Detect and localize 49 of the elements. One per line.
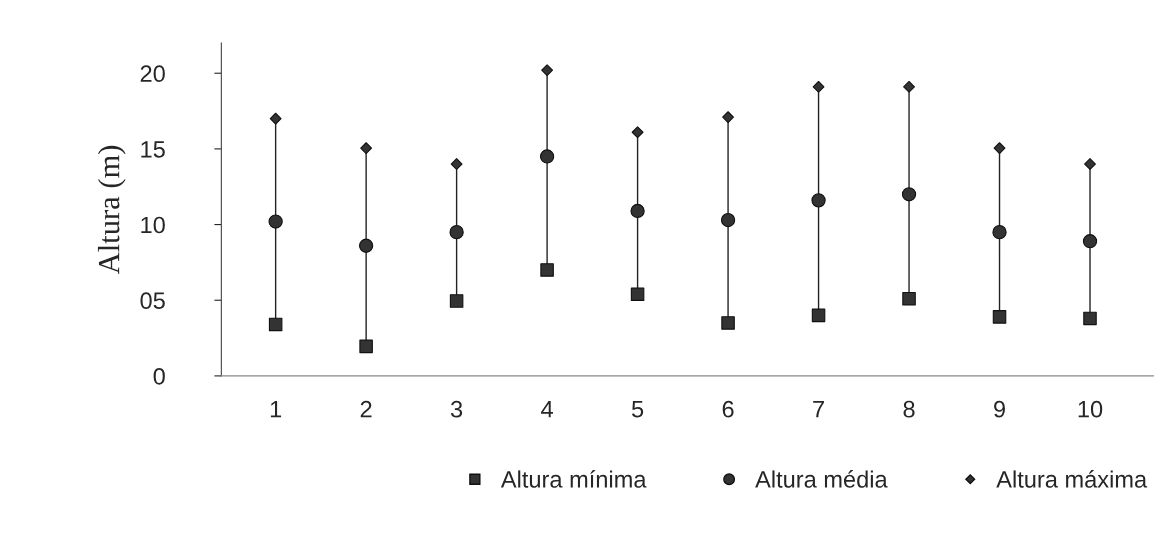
- point: [902, 291, 916, 306]
- point: [630, 203, 645, 219]
- point: [541, 64, 554, 77]
- y-tick-label: 20: [140, 65, 165, 83]
- point: [360, 142, 373, 155]
- point: [811, 308, 826, 323]
- point: [1082, 234, 1098, 249]
- y-tick-label: 10: [141, 216, 165, 234]
- point: [540, 263, 554, 277]
- point: [903, 80, 915, 93]
- point: [720, 212, 736, 228]
- legend-label: Altura média: [755, 470, 888, 488]
- legend-label: Altura máxima: [996, 470, 1148, 488]
- y-tick-label: 0: [153, 367, 165, 385]
- x-tick-label: 10: [1078, 400, 1103, 418]
- point: [268, 214, 283, 229]
- legend-label: Altura mínima: [500, 470, 647, 488]
- x-tick-label: 3: [450, 400, 463, 418]
- x-tick-label: 2: [360, 400, 372, 418]
- y-tick-label: 15: [141, 141, 165, 158]
- point: [722, 111, 735, 124]
- point: [811, 193, 826, 208]
- point: [268, 317, 283, 332]
- point: [993, 142, 1006, 155]
- x-tick-label: 9: [994, 400, 1005, 418]
- point: [1083, 311, 1097, 326]
- x-tick-label: 6: [722, 400, 734, 418]
- x-tick-label: 4: [541, 401, 553, 418]
- point: [631, 126, 644, 139]
- point: [992, 310, 1007, 324]
- point: [630, 287, 645, 301]
- point: [721, 316, 735, 330]
- y-axis-title: Altura (m): [97, 145, 126, 275]
- point: [449, 294, 464, 308]
- point: [812, 80, 825, 93]
- x-tick-label: 7: [813, 401, 824, 418]
- point: [1084, 158, 1096, 170]
- point: [450, 158, 463, 170]
- point: [901, 187, 917, 202]
- y-tick-label: 05: [140, 292, 165, 310]
- x-tick-label: 8: [903, 400, 915, 418]
- point: [269, 112, 282, 125]
- point: [449, 224, 464, 240]
- x-tick-label: 5: [631, 401, 644, 418]
- point: [358, 238, 374, 253]
- point: [992, 224, 1007, 240]
- x-tick-label: 1: [270, 401, 282, 418]
- point: [539, 149, 555, 164]
- point: [359, 339, 373, 354]
